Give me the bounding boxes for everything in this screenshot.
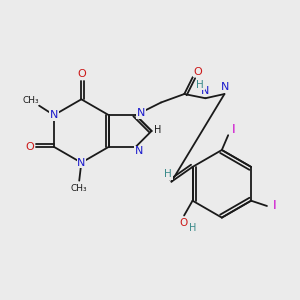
Text: O: O (194, 67, 203, 77)
Text: O: O (25, 142, 34, 152)
Text: I: I (232, 123, 235, 136)
Text: N: N (135, 146, 143, 156)
Text: O: O (179, 218, 187, 228)
Text: N: N (201, 86, 210, 96)
Text: N: N (77, 158, 86, 168)
Text: H: H (164, 169, 172, 179)
Text: N: N (50, 110, 58, 120)
Text: CH₃: CH₃ (22, 96, 39, 105)
Text: N: N (221, 82, 230, 92)
Text: O: O (77, 69, 86, 79)
Text: H: H (154, 125, 162, 135)
Text: N: N (137, 108, 145, 118)
Text: CH₃: CH₃ (71, 184, 88, 193)
Text: I: I (272, 200, 276, 212)
Text: H: H (196, 80, 204, 89)
Text: H: H (189, 223, 196, 233)
